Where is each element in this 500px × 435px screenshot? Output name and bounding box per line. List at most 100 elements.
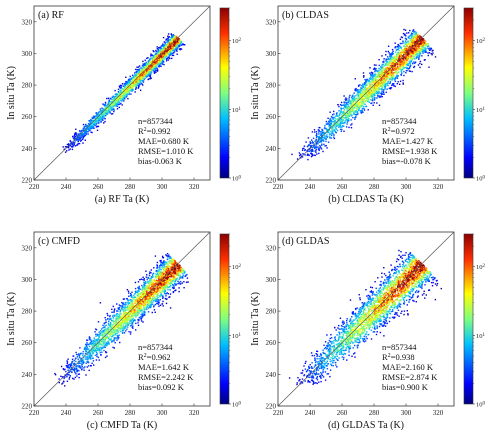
- scatter-point: [397, 66, 399, 68]
- scatter-point: [145, 64, 147, 66]
- scatter-point: [173, 51, 175, 54]
- scatter-point: [375, 64, 377, 66]
- scatter-point: [309, 148, 311, 150]
- scatter-point: [148, 74, 150, 76]
- scatter-point: [383, 80, 385, 82]
- scatter-point: [370, 93, 373, 95]
- scatter-point: [404, 37, 407, 40]
- scatter-point: [143, 63, 146, 66]
- scatter-point: [71, 142, 73, 145]
- scatter-point: [333, 126, 335, 128]
- scatter-point: [160, 63, 162, 65]
- scatter-point: [180, 48, 183, 50]
- colorbar-tick-label: 100: [232, 175, 242, 183]
- scatter-point: [378, 73, 380, 75]
- scatter-point: [81, 131, 83, 133]
- scatter-point: [349, 108, 352, 110]
- scatter-point: [322, 139, 325, 141]
- scatter-point: [174, 38, 176, 40]
- scatter-point: [120, 95, 122, 98]
- scatter-point: [161, 44, 164, 47]
- scatter-point: [396, 57, 399, 59]
- scatter-point: [176, 53, 178, 55]
- scatter-point: [80, 134, 82, 137]
- scatter-point: [379, 81, 381, 83]
- scatter-point: [104, 105, 106, 107]
- scatter-point: [387, 71, 389, 73]
- scatter-point: [382, 72, 385, 75]
- scatter-point: [398, 71, 400, 73]
- scatter-point: [130, 77, 132, 79]
- scatter-point: [173, 40, 175, 42]
- scatter-point: [164, 48, 167, 50]
- scatter-point: [141, 68, 143, 70]
- scatter-point: [134, 75, 137, 77]
- scatter-point: [363, 99, 365, 101]
- scatter-point: [423, 45, 425, 47]
- scatter-point: [74, 139, 76, 141]
- scatter-point: [369, 85, 372, 87]
- scatter-point: [427, 43, 429, 45]
- scatter-point: [367, 91, 369, 94]
- scatter-point: [430, 52, 432, 55]
- scatter-point: [169, 40, 171, 43]
- y-tick-label: 220: [22, 177, 33, 185]
- scatter-point: [394, 51, 397, 53]
- scatter-point: [394, 80, 397, 83]
- scatter-point: [398, 59, 401, 62]
- scatter-point: [378, 70, 380, 72]
- scatter-point: [137, 66, 140, 68]
- x-axis-label: (a) RF Ta (K): [95, 194, 149, 205]
- scatter-point: [411, 57, 413, 60]
- scatter-point: [355, 105, 358, 107]
- scatter-point: [156, 63, 158, 65]
- scatter-point: [68, 143, 70, 145]
- scatter-point: [159, 46, 162, 48]
- scatter-point: [102, 114, 104, 116]
- scatter-point: [136, 80, 138, 82]
- scatter-point: [107, 112, 109, 114]
- scatter-point: [81, 133, 83, 135]
- scatter-point: [135, 81, 137, 83]
- scatter-point: [390, 52, 393, 55]
- scatter-point: [417, 35, 420, 37]
- scatter-point: [80, 130, 82, 132]
- scatter-point: [171, 37, 174, 39]
- scatter-point: [143, 68, 145, 70]
- scatter-point: [100, 121, 102, 123]
- scatter-point: [373, 90, 376, 92]
- scatter-point: [114, 89, 116, 92]
- scatter-point: [146, 74, 148, 77]
- scatter-point: [174, 36, 176, 39]
- scatter-point: [310, 153, 313, 155]
- scatter-point: [73, 143, 75, 145]
- scatter-point: [368, 101, 370, 103]
- scatter-point: [340, 130, 342, 132]
- scatter-point: [402, 68, 405, 70]
- scatter-point: [154, 62, 157, 65]
- scatter-point: [354, 99, 356, 102]
- scatter-point: [127, 89, 130, 91]
- scatter-point: [108, 103, 110, 105]
- scatter-point: [89, 121, 91, 123]
- scatter-point: [311, 139, 313, 141]
- scatter-point: [391, 57, 394, 60]
- scatter-point: [391, 52, 393, 54]
- scatter-point: [105, 112, 107, 114]
- scatter-point: [377, 87, 379, 89]
- scatter-point: [119, 86, 121, 88]
- scatter-point: [93, 123, 95, 126]
- scatter-point: [378, 79, 381, 82]
- scatter-point: [397, 68, 400, 71]
- scatter-point: [142, 72, 144, 74]
- scatter-point: [371, 102, 373, 104]
- scatter-point: [347, 111, 350, 114]
- scatter-point: [413, 66, 415, 69]
- scatter-point: [381, 88, 383, 91]
- scatter-point: [72, 137, 75, 139]
- scatter-point: [392, 53, 395, 55]
- scatter-point: [111, 100, 113, 103]
- scatter-point: [146, 57, 148, 60]
- scatter-point: [163, 41, 165, 43]
- scatter-point: [422, 42, 424, 44]
